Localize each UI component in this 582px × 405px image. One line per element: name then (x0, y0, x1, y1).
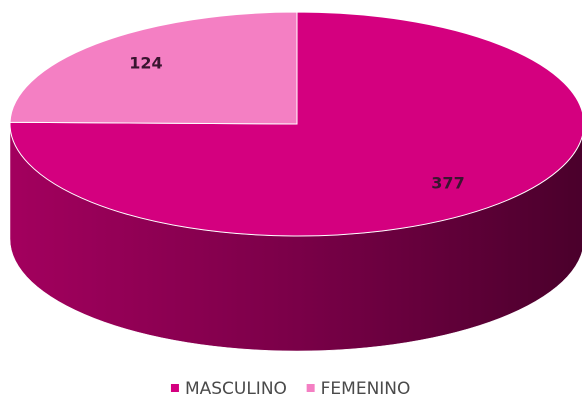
legend-label: FEMENINO (321, 379, 411, 399)
pie-slice (9, 11, 582, 237)
legend-swatch (306, 384, 315, 392)
pie: 377 124 (9, 11, 582, 352)
legend: MASCULINO FEMENINO (170, 379, 411, 399)
data-label: 124 (129, 54, 162, 73)
pie-slice (9, 11, 298, 125)
legend-swatch (170, 384, 179, 392)
data-label: 377 (431, 173, 464, 192)
legend-label: MASCULINO (185, 379, 287, 399)
